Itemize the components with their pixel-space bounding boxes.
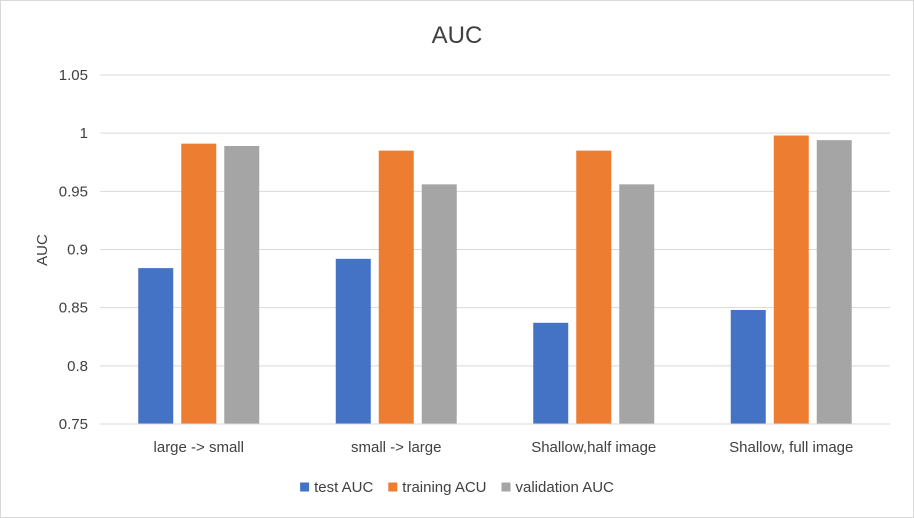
bar-training-acu (576, 150, 612, 424)
y-axis-ticks: 0.75 0.8 0.85 0.9 0.95 1 1.05 (59, 67, 88, 433)
bar-test-auc (730, 309, 766, 424)
legend-swatch (300, 482, 310, 492)
legend-label: test AUC (314, 479, 373, 496)
legend-item-validation-auc[interactable]: validation AUC (501, 479, 615, 496)
legend-label: validation AUC (516, 479, 615, 496)
bar-validation-auc (421, 184, 457, 424)
y-tick-label: 0.95 (59, 183, 88, 200)
x-axis-categories: large -> small small -> large Shallow,half… (154, 439, 854, 456)
y-tick-label: 0.75 (59, 416, 88, 433)
legend[interactable]: test AUC training ACU validation AUC (300, 479, 614, 496)
y-axis-title: AUC (34, 234, 51, 266)
bar-test-auc (533, 322, 569, 424)
x-category-label: Shallow,half image (531, 439, 656, 456)
legend-item-training-acu[interactable]: training ACU (388, 479, 487, 496)
x-category-label: Shallow, full image (729, 439, 853, 456)
x-category-label: large -> small (154, 439, 244, 456)
bar-training-acu (378, 150, 414, 424)
y-tick-label: 0.85 (59, 300, 88, 317)
y-tick-label: 1 (80, 125, 88, 142)
legend-swatch (501, 482, 511, 492)
chart-title: AUC (432, 22, 483, 49)
y-tick-label: 0.9 (67, 242, 88, 259)
legend-label: training ACU (402, 479, 486, 496)
bars (138, 135, 852, 425)
legend-item-test-auc[interactable]: test AUC (300, 479, 373, 496)
gridlines (100, 74, 890, 425)
bar-validation-auc (619, 184, 655, 424)
bar-validation-auc (816, 140, 852, 424)
bar-validation-auc (224, 145, 260, 425)
bar-test-auc (138, 268, 174, 424)
y-tick-label: 1.05 (59, 67, 88, 84)
bar-training-acu (773, 135, 809, 424)
y-tick-label: 0.8 (67, 358, 88, 375)
bar-test-auc (335, 258, 371, 424)
x-category-label: small -> large (351, 439, 441, 456)
bar-training-acu (181, 143, 217, 425)
legend-swatch (388, 482, 398, 492)
